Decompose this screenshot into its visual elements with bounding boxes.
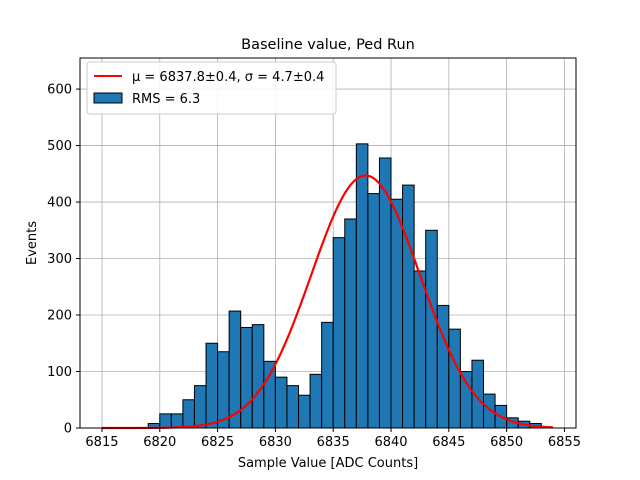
y-axis-label: Events <box>25 221 40 265</box>
y-tick-label: 200 <box>47 309 72 324</box>
x-tick-label: 6835 <box>317 435 350 450</box>
x-axis-ticks: 6815 6820 6825 6830 6835 6840 6845 6850 6855 <box>85 428 581 450</box>
histogram-bar <box>182 399 195 429</box>
histogram-bar <box>459 371 473 429</box>
histogram-bar <box>159 413 172 429</box>
histogram-bar <box>321 321 334 429</box>
histogram-bar <box>425 229 438 429</box>
histogram-bar <box>367 193 380 429</box>
y-tick-label: 100 <box>47 365 72 380</box>
y-tick-label: 0 <box>64 422 72 437</box>
x-tick-label: 6840 <box>374 435 407 450</box>
legend-box <box>86 61 337 115</box>
histogram-bar <box>298 394 311 429</box>
histogram-bar <box>217 351 230 429</box>
plot-frame <box>79 57 577 429</box>
histogram-bar <box>170 413 184 429</box>
histogram-bar <box>355 143 369 429</box>
histogram-bar <box>286 385 300 429</box>
y-axis-ticks: 0 100 200 300 400 500 600 <box>47 83 80 437</box>
histogram-bar <box>274 376 288 429</box>
histogram-bar <box>263 360 276 429</box>
x-tick-label: 6820 <box>143 435 176 450</box>
legend-histogram-swatch <box>93 92 123 104</box>
gaussian-fit-line <box>101 174 553 430</box>
y-tick-label: 600 <box>47 83 72 98</box>
x-tick-label: 6825 <box>201 435 234 450</box>
x-tick-label: 6855 <box>548 435 581 450</box>
y-tick-label: 500 <box>47 139 72 154</box>
histogram-bar <box>344 218 357 429</box>
fit-curve-layer <box>101 174 553 430</box>
histogram-bars <box>147 143 542 429</box>
histogram-bar <box>448 328 461 429</box>
legend-fit-label: μ = 6837.8±0.4, σ = 4.7±0.4 <box>132 70 324 85</box>
histogram-bar <box>390 198 404 429</box>
y-tick-label: 400 <box>47 196 72 211</box>
chart-title: Baseline value, Ped Run <box>241 37 415 53</box>
y-tick-label: 300 <box>47 252 72 267</box>
x-tick-label: 6815 <box>85 435 118 450</box>
x-axis-label: Sample Value [ADC Counts] <box>238 456 418 471</box>
histogram-bar <box>332 237 346 429</box>
histogram-bar <box>413 270 427 429</box>
legend-histogram-label: RMS = 6.3 <box>132 92 200 107</box>
histogram-bar <box>240 326 253 429</box>
legend: μ = 6837.8±0.4, σ = 4.7±0.4 RMS = 6.3 <box>86 61 337 115</box>
x-tick-label: 6845 <box>432 435 465 450</box>
x-tick-label: 6850 <box>490 435 523 450</box>
histogram-bar <box>251 324 265 429</box>
histogram-bar <box>309 373 323 429</box>
histogram-bar <box>193 385 207 429</box>
histogram-bar <box>205 342 219 429</box>
histogram-bar <box>402 184 415 429</box>
x-tick-label: 6830 <box>259 435 292 450</box>
